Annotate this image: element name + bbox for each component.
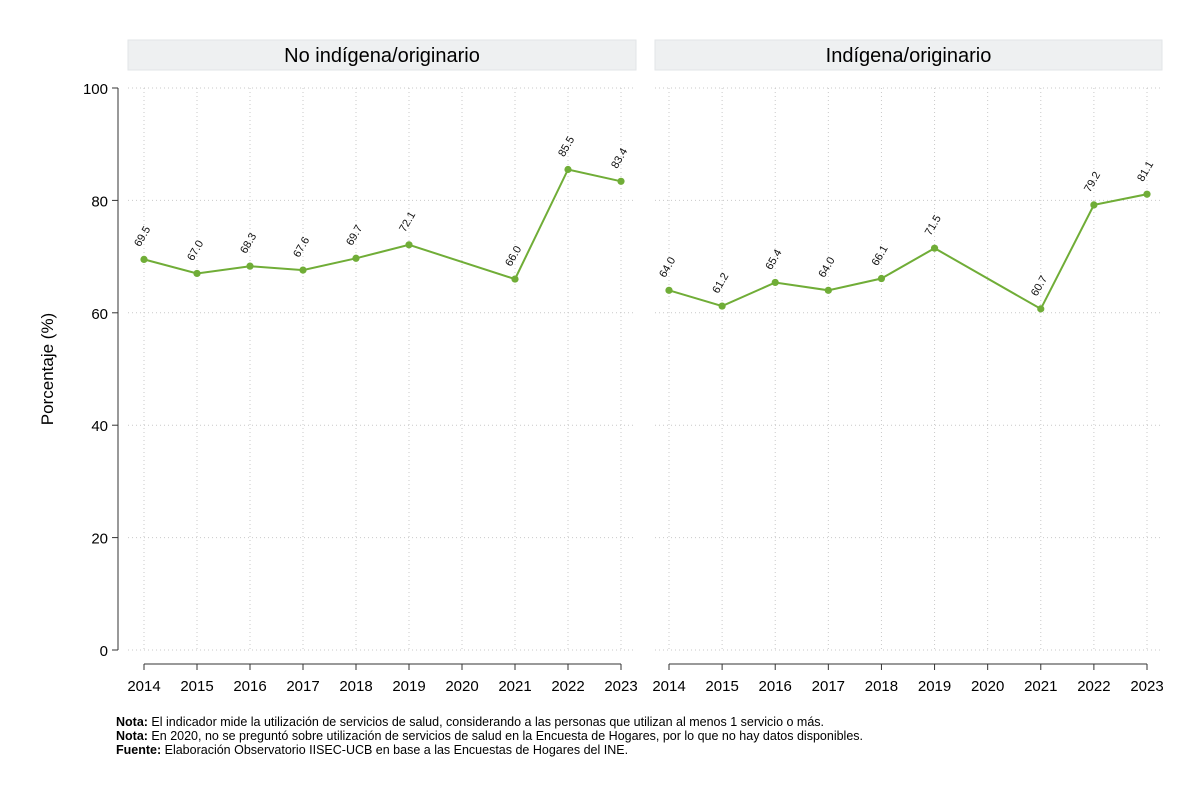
data-point: [405, 241, 413, 249]
x-tick-label: 2022: [1077, 678, 1110, 695]
panel-title: Indígena/originario: [826, 45, 992, 67]
data-label: 65.4: [763, 247, 784, 272]
data-label: 85.5: [556, 134, 577, 159]
x-tick-label: 2019: [918, 678, 951, 695]
y-tick-label: 40: [91, 418, 108, 435]
y-tick-label: 0: [100, 643, 108, 660]
data-label: 69.5: [132, 224, 153, 249]
x-tick-label: 2017: [812, 678, 845, 695]
data-point: [617, 177, 625, 185]
x-tick-label: 2016: [759, 678, 792, 695]
y-axis-label: Porcentaje (%): [38, 313, 57, 425]
x-tick-label: 2019: [392, 678, 425, 695]
x-tick-label: 2021: [498, 678, 531, 695]
note-source: Fuente: Elaboración Observatorio IISEC-U…: [116, 743, 629, 757]
data-label: 79.2: [1082, 170, 1103, 195]
chart: 0 20 40 60 80 100 Porcentaje (%) No indígena/or…: [38, 39, 1164, 695]
data-point: [193, 269, 201, 278]
data-label: 61.2: [710, 271, 731, 296]
x-tick-label: 2018: [339, 678, 372, 695]
data-point: [665, 286, 673, 294]
data-label: 67.6: [291, 235, 312, 260]
data-label: 64.0: [657, 255, 678, 280]
panel-header: [654, 39, 1163, 71]
data-point: [352, 254, 360, 262]
data-point: [511, 275, 519, 283]
series-line: [668, 193, 1148, 311]
data-point: [1037, 305, 1045, 313]
series-line: [143, 168, 622, 281]
y-tick-label: 60: [91, 306, 108, 323]
data-point: [140, 255, 148, 264]
x-tick-label: 2023: [1130, 678, 1163, 695]
data-label: 69.7: [344, 223, 365, 248]
x-tick-label: 2015: [705, 678, 738, 695]
note-1: Nota: El indicador mide la utilización d…: [116, 715, 825, 729]
data-point: [246, 262, 254, 270]
x-tick-label: 2020: [971, 678, 1004, 695]
data-point: [1143, 190, 1151, 198]
x-tick-label: 2022: [551, 678, 584, 695]
data-label: 81.1: [1135, 159, 1156, 184]
x-tick-label: 2020: [445, 678, 478, 695]
data-label: 67.0: [185, 238, 206, 263]
data-label: 64.0: [817, 255, 838, 280]
y-tick-label: 80: [91, 193, 108, 210]
data-point: [877, 274, 886, 283]
x-tick-label: 2014: [652, 678, 685, 695]
x-tick-label: 2016: [233, 678, 266, 695]
x-tick-label: 2017: [286, 678, 319, 695]
y-tick-label: 100: [83, 81, 108, 98]
data-label: 71.5: [923, 213, 944, 238]
chart-notes: Nota: El indicador mide la utilización d…: [116, 715, 863, 757]
data-label: 68.3: [238, 231, 259, 256]
x-tick-label: 2018: [865, 678, 898, 695]
x-tick-label: 2023: [604, 678, 637, 695]
data-label: 66.1: [870, 243, 891, 268]
data-label: 83.4: [609, 146, 630, 171]
data-point: [718, 302, 726, 310]
panel-header: [127, 39, 637, 71]
data-point: [299, 266, 307, 274]
y-tick-label: 20: [91, 531, 108, 548]
x-tick-label: 2014: [127, 678, 160, 695]
data-point: [824, 286, 832, 294]
data-point: [930, 244, 939, 252]
data-point: [564, 165, 572, 174]
x-tick-label: 2015: [180, 678, 213, 695]
data-point: [771, 278, 779, 287]
panel-title: No indígena/originario: [284, 45, 480, 67]
x-tick-label: 2021: [1024, 678, 1057, 695]
data-label: 72.1: [397, 210, 418, 235]
note-2: Nota: En 2020, no se preguntó sobre util…: [116, 729, 863, 743]
data-point: [1090, 201, 1098, 209]
